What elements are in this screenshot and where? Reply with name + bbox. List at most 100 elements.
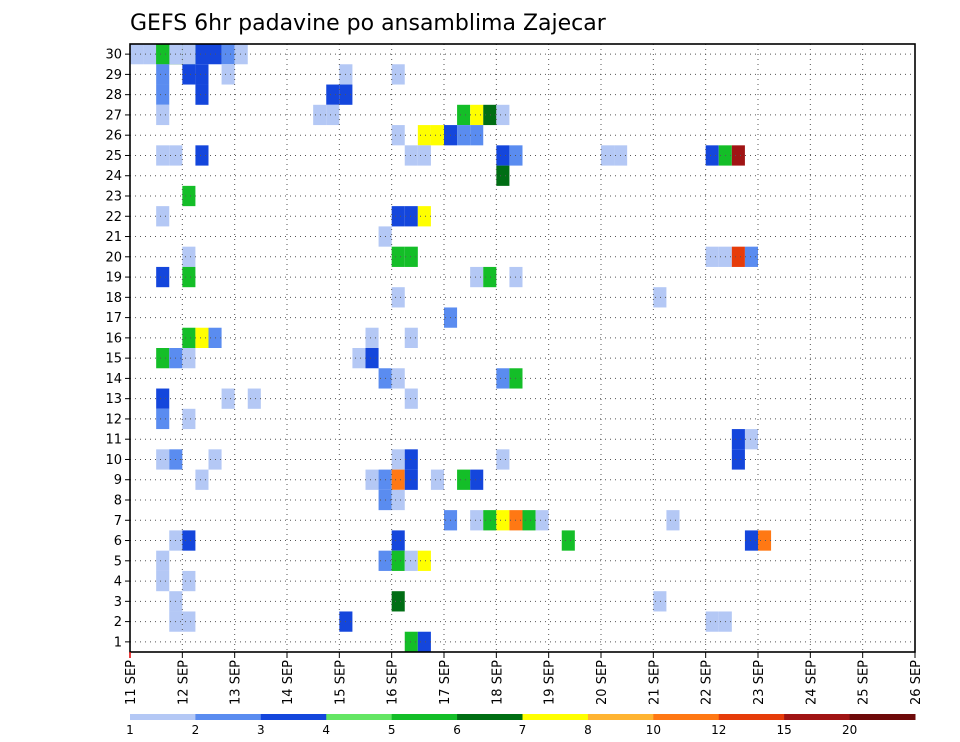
legend-label: 20: [842, 723, 857, 737]
heat-cell: [195, 145, 209, 166]
heat-cell: [744, 246, 758, 267]
heat-cell: [744, 429, 758, 450]
heat-cell: [195, 44, 209, 65]
legend-label: 4: [322, 723, 330, 737]
heat-cell: [182, 246, 196, 267]
x-tick-label: 19 SEP: [543, 660, 558, 705]
y-tick-label: 6: [114, 534, 122, 549]
heat-cell: [404, 145, 418, 166]
y-tick-label: 12: [105, 412, 122, 427]
heat-cell: [404, 449, 418, 470]
heat-cell: [182, 611, 196, 632]
legend-label: 12: [711, 723, 726, 737]
heat-cell: [182, 327, 196, 348]
heat-cell: [496, 145, 510, 166]
heat-cell: [195, 64, 209, 85]
y-tick-label: 13: [105, 392, 122, 407]
heat-cell: [182, 348, 196, 369]
legend-swatch: [130, 714, 196, 720]
heat-cell: [182, 44, 196, 65]
heat-cell: [404, 550, 418, 571]
heat-cell: [705, 611, 719, 632]
x-tick-label: 11 SEP: [124, 660, 139, 705]
heat-cell: [156, 449, 170, 470]
y-tick-label: 23: [105, 190, 122, 205]
heat-cell: [156, 44, 170, 65]
y-tick-label: 7: [114, 514, 122, 529]
x-axis: 11 SEP 12 SEP 13 SEP 14 SEP 15 SEP 16 SEP 17 S…: [124, 652, 924, 705]
heat-cell: [221, 64, 235, 85]
heat-cell: [483, 104, 497, 126]
y-tick-label: 1: [114, 635, 122, 650]
heat-cell: [156, 570, 170, 592]
heat-cell: [483, 510, 497, 531]
heat-cell: [483, 266, 497, 288]
heat-cell: [221, 388, 235, 409]
heat-cell: [326, 84, 340, 105]
heat-cell: [156, 64, 170, 85]
heat-cell: [653, 287, 667, 308]
heat-cell: [705, 246, 719, 267]
heat-cell: [404, 206, 418, 227]
y-tick-label: 2: [114, 615, 122, 630]
legend-swatch: [457, 714, 523, 720]
y-tick-label: 14: [105, 372, 122, 387]
y-tick-label: 8: [114, 494, 122, 509]
heat-cell: [391, 368, 405, 389]
y-tick-label: 22: [105, 210, 122, 225]
heat-cell: [417, 206, 431, 227]
y-tick-label: 29: [105, 68, 122, 83]
x-tick-label: 22 SEP: [700, 660, 715, 705]
y-tick-label: 9: [114, 473, 122, 488]
y-tick-label: 27: [105, 108, 122, 123]
heat-cell: [496, 368, 510, 389]
heat-cell: [352, 348, 366, 369]
heat-cell: [156, 104, 170, 126]
y-tick-label: 19: [105, 271, 122, 286]
heat-cell: [391, 489, 405, 511]
heat-cell: [182, 530, 196, 551]
chart-title: GEFS 6hr padavine po ansamblima Zajecar: [130, 11, 607, 36]
legend-label: 10: [646, 723, 661, 737]
heat-cell: [417, 631, 431, 652]
heat-cell: [365, 348, 379, 369]
y-tick-label: 20: [105, 250, 122, 265]
heat-cell: [247, 388, 261, 409]
heat-cell: [391, 206, 405, 227]
heat-cell: [731, 429, 745, 450]
heat-cell: [457, 125, 471, 146]
legend-swatch: [195, 714, 262, 720]
heat-cell: [143, 44, 157, 65]
heat-cell: [326, 104, 340, 126]
heat-cell: [417, 550, 431, 571]
heat-cell: [195, 327, 209, 348]
y-tick-label: 15: [105, 352, 122, 367]
x-tick-label: 12 SEP: [176, 660, 191, 705]
heat-cell: [470, 125, 484, 146]
heat-cell: [156, 348, 170, 369]
heat-cell: [234, 44, 248, 65]
legend-swatch: [784, 714, 851, 720]
heat-cell: [470, 469, 484, 490]
heat-cell: [430, 125, 444, 146]
legend-swatch: [718, 714, 785, 720]
heat-cell: [404, 631, 418, 652]
x-tick-label: 18 SEP: [490, 660, 505, 705]
heat-cell: [430, 469, 444, 490]
x-tick-label: 21 SEP: [647, 660, 662, 705]
y-tick-label: 16: [105, 331, 122, 346]
heat-cell: [758, 530, 772, 551]
x-tick-label: 23 SEP: [752, 660, 767, 705]
heat-cell: [496, 449, 510, 470]
x-tick-label: 14 SEP: [281, 660, 296, 705]
heat-cell: [561, 530, 575, 551]
heat-cell: [457, 469, 471, 490]
heat-cell: [391, 469, 405, 490]
heat-cell: [417, 125, 431, 146]
heat-cell: [496, 104, 510, 126]
legend-swatch: [849, 714, 916, 720]
y-tick-label: 18: [105, 291, 122, 306]
heat-cell: [391, 530, 405, 551]
heat-cell: [182, 266, 196, 288]
legend-label: 3: [257, 723, 265, 737]
